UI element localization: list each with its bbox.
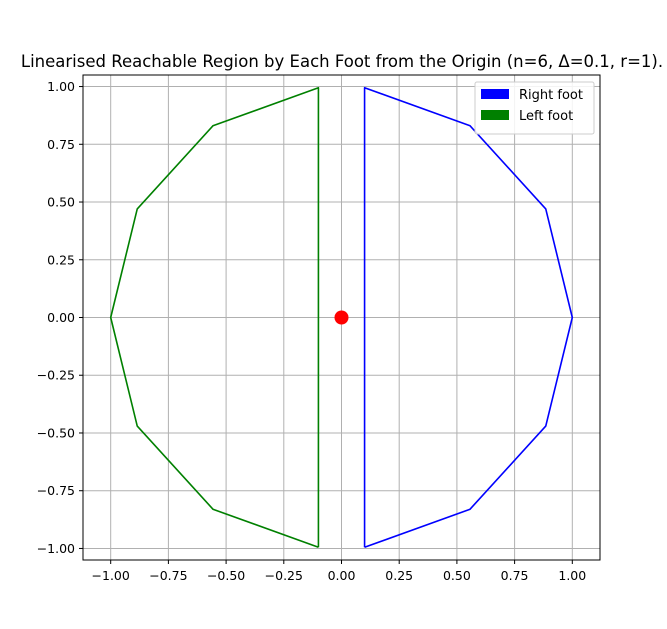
x-tick-label: 0.50 <box>443 568 471 583</box>
legend-label: Left foot <box>519 109 573 124</box>
x-tick-label: 0.25 <box>385 568 413 583</box>
origin-marker <box>334 310 349 325</box>
origin-markers <box>334 310 349 325</box>
y-tick-label: 0.75 <box>47 137 75 152</box>
plot-series <box>109 86 574 549</box>
x-axis: −1.00 −0.75 −0.50 −0.25 0.00 0.25 0.50 0.75 1.00 <box>92 560 586 583</box>
y-axis: 1.00 0.75 0.50 0.25 0.00 −0.25 −0.50 −0.75 −1.00 <box>37 79 83 556</box>
legend-label: Right foot <box>519 88 583 103</box>
y-tick-label: 0.00 <box>47 310 75 325</box>
x-tick-label: 0.75 <box>501 568 529 583</box>
y-tick-label: 1.00 <box>47 79 75 94</box>
x-tick-label: −0.75 <box>149 568 187 583</box>
x-tick-label: −0.50 <box>207 568 245 583</box>
y-tick-label: −0.25 <box>37 368 75 383</box>
series-line-0 <box>363 86 574 549</box>
legend: Right foot Left foot <box>474 81 595 135</box>
x-tick-label: −0.25 <box>265 568 303 583</box>
chart-title: Linearised Reachable Region by Each Foot… <box>21 52 663 71</box>
x-tick-label: −1.00 <box>92 568 130 583</box>
y-tick-label: 0.50 <box>47 195 75 210</box>
x-tick-label: 1.00 <box>558 568 586 583</box>
y-tick-label: −0.50 <box>37 425 75 440</box>
y-tick-label: 0.25 <box>47 252 75 267</box>
y-tick-label: −1.00 <box>37 541 75 556</box>
x-tick-label: 0.00 <box>328 568 356 583</box>
legend-swatch <box>481 89 509 99</box>
legend-swatch <box>481 110 509 120</box>
series-line-1 <box>109 86 320 549</box>
y-tick-label: −0.75 <box>37 483 75 498</box>
